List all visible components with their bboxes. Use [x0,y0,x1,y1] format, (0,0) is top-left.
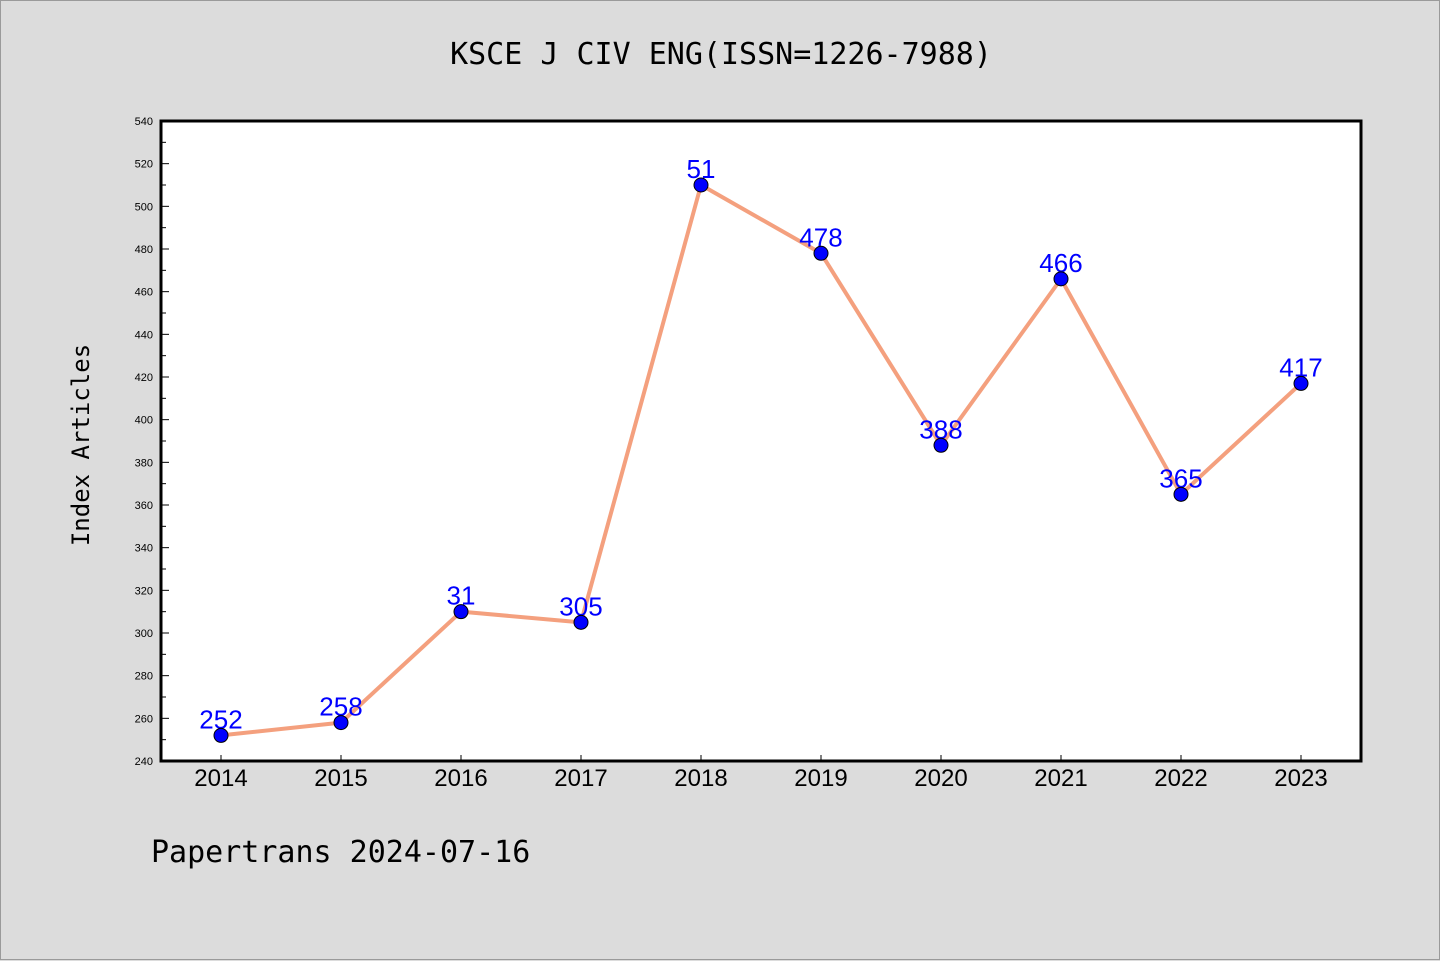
y-tick-label: 460 [135,287,153,299]
x-tick-label: 2022 [1154,765,1207,792]
x-tick-label: 2014 [194,765,247,792]
series-line [219,183,1303,738]
x-tick-label: 2020 [914,765,967,792]
y-tick-label: 300 [135,628,153,640]
x-tick-label: 2015 [314,765,367,792]
data-point [573,614,589,630]
y-tick-label: 280 [135,671,153,683]
x-tick-label: 2017 [554,765,607,792]
plot-border [159,119,1363,763]
y-tick-label: 400 [135,415,153,427]
y-tick-label: 540 [135,116,153,128]
footer-watermark: Papertrans 2024-07-16 [151,835,531,870]
y-tick-label: 500 [135,201,153,213]
y-tick-label: 520 [135,159,153,171]
y-tick-label: 340 [135,543,153,555]
plot-area [161,121,1361,761]
data-point [933,437,949,453]
y-tick-label: 480 [135,244,153,256]
data-point [813,245,829,261]
data-point [333,715,349,731]
y-tick-label: 240 [135,756,153,768]
y-tick-label: 420 [135,372,153,384]
x-tick-label: 2018 [674,765,727,792]
data-point [1293,375,1309,391]
data-point [453,604,469,620]
y-tick-label: 440 [135,329,153,341]
x-tick-label: 2019 [794,765,847,792]
data-point [213,727,229,743]
y-tick-label: 360 [135,500,153,512]
x-tick-label: 2021 [1034,765,1087,792]
y-tick-label: 380 [135,457,153,469]
x-tick-label: 2023 [1274,765,1327,792]
y-tick-label: 260 [135,713,153,725]
data-point [693,177,709,193]
data-point [1173,486,1189,502]
x-tick-label: 2016 [434,765,487,792]
y-tick-label: 320 [135,585,153,597]
chart-title: KSCE J CIV ENG(ISSN=1226-7988) [450,37,992,72]
data-point [1053,271,1069,287]
